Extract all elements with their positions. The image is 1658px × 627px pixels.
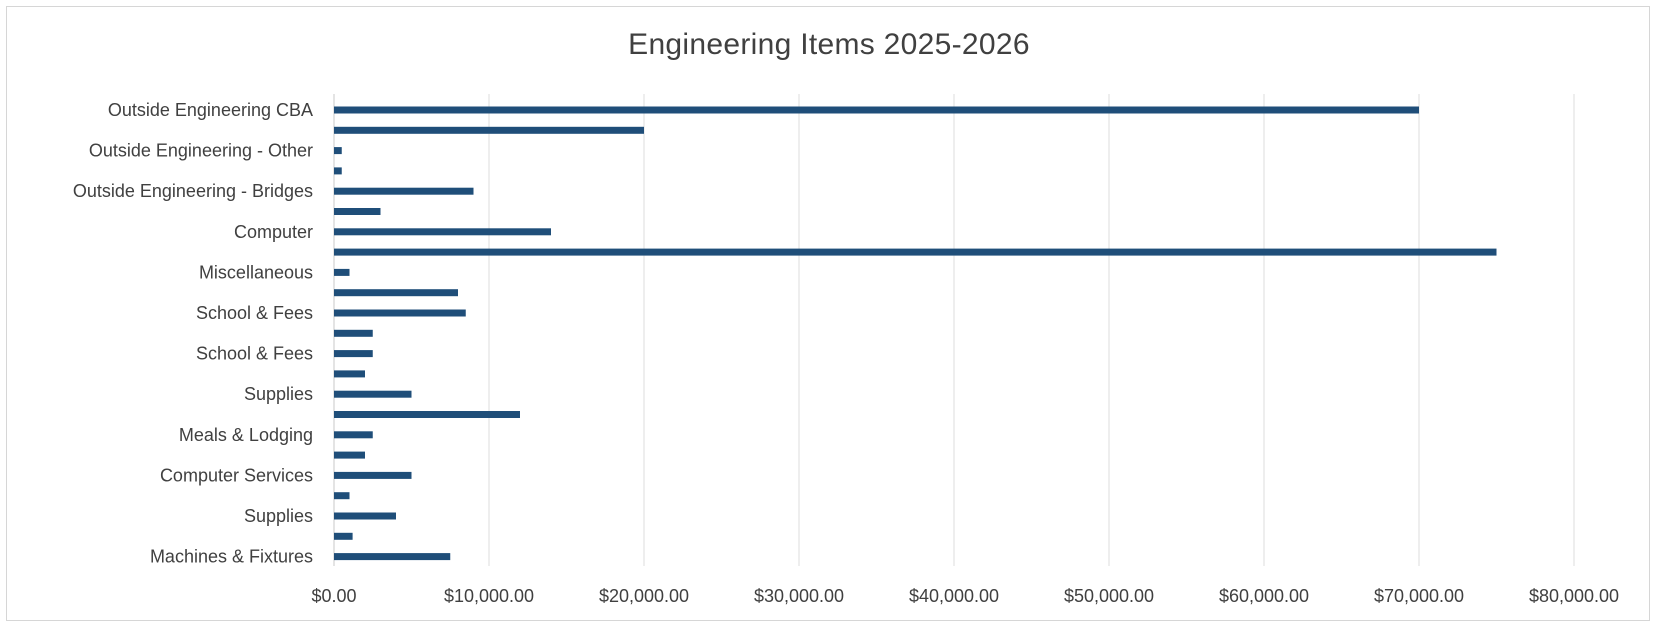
bar	[334, 370, 365, 378]
category-label: Supplies	[244, 384, 313, 404]
bar	[334, 309, 466, 317]
category-label: Meals & Lodging	[179, 425, 313, 445]
category-label: Supplies	[244, 506, 313, 526]
bar	[334, 147, 342, 155]
bar	[334, 411, 520, 418]
category-label: Computer Services	[160, 465, 313, 485]
x-tick-label: $30,000.00	[754, 586, 844, 606]
chart-title: Engineering Items 2025-2026	[628, 28, 1030, 61]
category-label: Machines & Fixtures	[150, 547, 313, 567]
x-axis-tick-labels: $0.00 $10,000.00 $20,000.00 $30,000.00 $40,0…	[311, 586, 1619, 606]
bar	[334, 512, 396, 520]
bar	[334, 187, 474, 195]
bar	[334, 471, 412, 479]
bar	[334, 126, 644, 134]
bar	[334, 167, 342, 175]
category-label: School & Fees	[196, 344, 313, 364]
bar	[334, 268, 350, 276]
category-label: Outside Engineering - Other	[89, 141, 313, 161]
bar	[334, 390, 412, 398]
bar	[334, 289, 458, 297]
bar	[334, 329, 373, 337]
x-tick-label: $60,000.00	[1219, 586, 1309, 606]
bar	[334, 431, 373, 439]
category-label: Miscellaneous	[199, 262, 313, 282]
x-tick-label: $40,000.00	[909, 586, 999, 606]
x-tick-label: $20,000.00	[599, 586, 689, 606]
category-label: Outside Engineering CBA	[108, 100, 313, 120]
x-tick-label: $80,000.00	[1529, 586, 1619, 606]
x-tick-label: $10,000.00	[444, 586, 534, 606]
category-labels: Outside Engineering CBA Outside Engineeri…	[73, 100, 313, 567]
category-label: School & Fees	[196, 303, 313, 323]
bars	[334, 106, 1497, 561]
bar	[334, 248, 1497, 256]
bar	[334, 553, 451, 561]
bar	[334, 532, 353, 540]
bar	[334, 451, 365, 459]
x-tick-label: $70,000.00	[1374, 586, 1464, 606]
bar	[334, 228, 551, 236]
x-tick-label: $50,000.00	[1064, 586, 1154, 606]
category-label: Outside Engineering - Bridges	[73, 181, 313, 201]
gridlines	[333, 94, 1575, 566]
bar	[334, 492, 350, 500]
bar	[334, 106, 1419, 114]
bar	[334, 208, 381, 215]
category-label: Computer	[234, 222, 313, 242]
bar	[334, 350, 373, 358]
x-tick-label: $0.00	[311, 586, 356, 606]
